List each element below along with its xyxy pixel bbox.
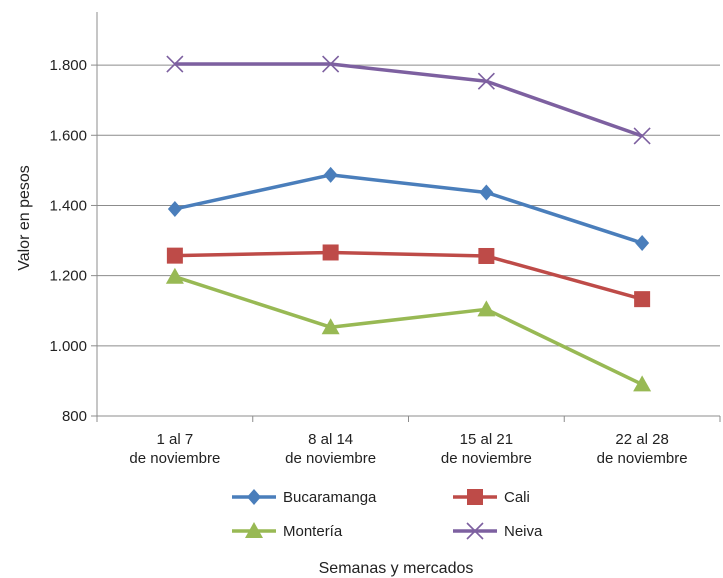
series-2	[165, 267, 652, 392]
y-tick-label: 1.600	[49, 127, 87, 144]
data-point	[477, 72, 495, 90]
x-tick-labels: 1 al 7 de noviembre 8 al 14 de noviembre 15 …	[129, 431, 687, 467]
data-point	[322, 55, 340, 73]
series-line	[174, 62, 643, 138]
data-point	[323, 166, 338, 183]
data-point	[167, 200, 182, 217]
data-point	[166, 55, 184, 73]
data-point	[321, 318, 340, 335]
legend-item: Cali	[453, 489, 530, 506]
series-line	[174, 275, 643, 386]
legend: Bucaramanga Cali Montería Neiva	[232, 489, 543, 540]
y-tick-label: 800	[62, 408, 87, 425]
y-tick-label: 1.800	[49, 57, 87, 74]
legend-label: Montería	[283, 523, 343, 540]
y-tick-label: 1.000	[49, 338, 87, 355]
series-group	[165, 55, 652, 392]
axes	[91, 12, 721, 422]
data-point	[322, 244, 339, 261]
data-point	[479, 184, 494, 201]
series-3	[166, 55, 651, 145]
data-point	[166, 247, 183, 264]
x-tick-label: 22 al 28 de noviembre	[597, 431, 688, 467]
legend-label: Bucaramanga	[283, 489, 377, 506]
legend-item: Neiva	[453, 522, 543, 540]
x-tick-label: 15 al 21 de noviembre	[441, 431, 532, 467]
data-point	[478, 247, 495, 264]
legend-swatch-marker	[245, 522, 263, 538]
series-0	[167, 166, 650, 252]
legend-swatch-marker	[247, 489, 261, 505]
series-line	[174, 173, 643, 245]
x-axis-title: Semanas y mercados	[319, 560, 474, 577]
legend-label: Cali	[504, 489, 530, 506]
data-point	[635, 235, 650, 252]
legend-item: Montería	[232, 522, 343, 540]
series-line	[174, 250, 643, 301]
legend-label: Neiva	[504, 523, 543, 540]
data-point	[477, 300, 496, 317]
data-point	[633, 375, 652, 392]
x-tick-label: 8 al 14 de noviembre	[285, 431, 376, 467]
y-tick-labels: 800 1.000 1.200 1.400 1.600 1.800	[49, 57, 87, 425]
legend-swatch-marker	[466, 522, 484, 540]
y-tick-label: 1.400	[49, 197, 87, 214]
x-tick-label: 1 al 7 de noviembre	[129, 431, 220, 467]
y-tick-label: 1.200	[49, 268, 87, 285]
data-point	[634, 291, 651, 308]
legend-item: Bucaramanga	[232, 489, 377, 506]
series-1	[166, 244, 651, 308]
legend-swatch-marker	[467, 489, 483, 505]
data-point	[165, 267, 184, 284]
y-axis-title: Valor en pesos	[16, 165, 33, 271]
data-point	[633, 127, 651, 145]
